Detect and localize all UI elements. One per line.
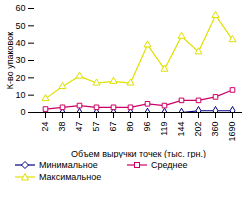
svg-text:202: 202: [193, 122, 203, 137]
svg-text:360: 360: [210, 122, 220, 137]
svg-text:38: 38: [57, 122, 67, 132]
svg-text:10: 10: [15, 90, 25, 100]
svg-text:1690: 1690: [227, 122, 237, 142]
html-text:Минимальное: Минимальное: [39, 160, 98, 170]
svg-text:50: 50: [15, 21, 25, 31]
html-text:Максимальное: Максимальное: [39, 172, 102, 182]
svg-text:0: 0: [20, 107, 25, 117]
html-text:Среднее: Среднее: [151, 160, 188, 170]
svg-text:60: 60: [15, 3, 25, 13]
svg-text:144: 144: [176, 122, 186, 137]
svg-text:Объем выручки точек (тыс. грн.: Объем выручки точек (тыс. грн.): [71, 149, 206, 159]
svg-text:24: 24: [40, 122, 50, 132]
svg-text:80: 80: [125, 122, 135, 132]
svg-text:40: 40: [15, 38, 25, 48]
svg-text:К-во упаковок: К-во упаковок: [5, 32, 15, 90]
svg-text:67: 67: [108, 122, 118, 132]
svg-text:47: 47: [74, 122, 84, 132]
svg-text:20: 20: [15, 73, 25, 83]
svg-text:57: 57: [91, 122, 101, 132]
svg-text:119: 119: [159, 122, 169, 136]
svg-text:30: 30: [15, 55, 25, 65]
svg-text:96: 96: [142, 122, 152, 132]
